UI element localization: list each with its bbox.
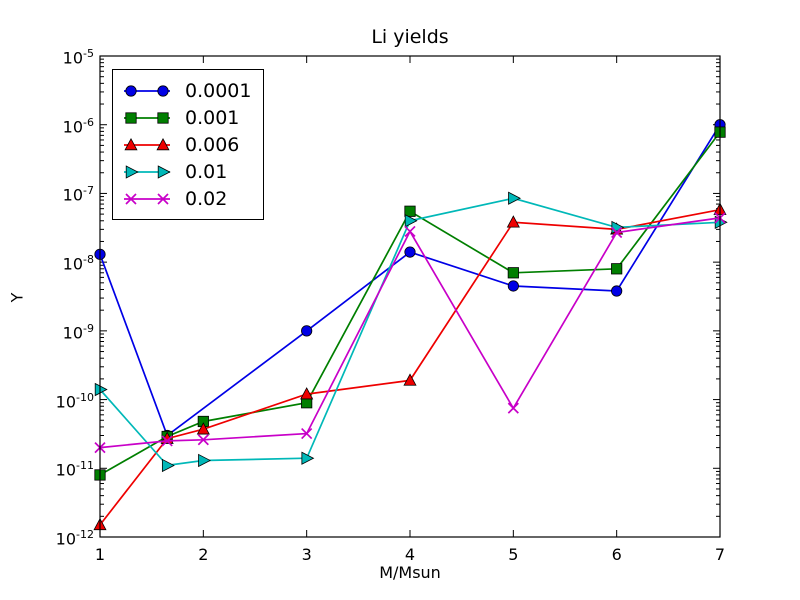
triangle-up-marker <box>300 387 314 400</box>
series-line-0.006 <box>99 208 721 526</box>
legend-entry-0.006: 0.006 <box>121 131 251 158</box>
y-tick-label: 10-12 <box>55 528 94 549</box>
legend-key-square <box>124 111 170 124</box>
legend-key-x <box>124 192 170 205</box>
series-line-0.01 <box>99 197 721 467</box>
x-tick-label: 6 <box>611 545 622 564</box>
x-marker <box>161 435 173 447</box>
y-tick-label: 10-10 <box>55 390 94 411</box>
x-tick-label: 3 <box>301 545 312 564</box>
triangle-right-marker <box>161 458 175 473</box>
y-tick-label: 10-8 <box>62 253 94 274</box>
triangle-up-marker <box>196 422 210 435</box>
x-marker <box>611 226 623 239</box>
series-line-0.001 <box>99 131 721 476</box>
legend-entry-0.02: 0.02 <box>121 185 251 212</box>
x-marker <box>404 225 416 238</box>
legend-entry-0.001: 0.001 <box>121 104 251 131</box>
y-tick-label: 10-11 <box>55 459 94 480</box>
legend: 0.0001 0.001 0.006 0.01 0.02 <box>112 69 265 220</box>
square-marker <box>157 111 169 124</box>
triangle-up-marker <box>124 137 138 150</box>
x-marker <box>125 192 137 205</box>
x-marker <box>157 192 169 205</box>
y-tick-label: 10-5 <box>62 47 94 68</box>
square-marker <box>507 267 519 279</box>
triangle-up-marker <box>156 137 170 150</box>
x-tick-label: 7 <box>714 545 726 564</box>
square-marker <box>611 263 623 275</box>
x-tick-label: 1 <box>94 545 106 564</box>
x-marker <box>507 402 519 414</box>
legend-key-triangle-right <box>124 164 171 179</box>
circle-marker <box>611 285 623 297</box>
circle-marker <box>125 84 137 97</box>
circle-marker <box>507 280 519 292</box>
triangle-right-marker <box>301 451 315 465</box>
circle-marker <box>404 246 416 258</box>
series-line-0.02 <box>99 217 721 449</box>
x-tick-label: 5 <box>508 545 519 564</box>
y-tick-label: 10-9 <box>62 321 94 343</box>
circle-marker <box>157 84 169 97</box>
triangle-up-marker <box>506 215 520 228</box>
square-marker <box>404 205 416 217</box>
x-marker <box>197 434 209 446</box>
x-tick-label: 4 <box>404 545 416 564</box>
triangle-right-marker <box>94 382 108 397</box>
legend-label: 0.0001 <box>185 79 252 102</box>
circle-marker <box>301 325 313 337</box>
triangle-right-marker <box>508 191 522 205</box>
legend-key-circle <box>124 84 170 97</box>
legend-label: 0.01 <box>185 160 228 183</box>
triangle-right-marker <box>198 453 212 468</box>
legend-label: 0.02 <box>185 187 228 210</box>
legend-key-triangle-up <box>124 137 170 150</box>
legend-label: 0.001 <box>185 106 240 129</box>
axes-frame <box>99 55 721 538</box>
x-tick-label: 2 <box>198 545 209 564</box>
x-marker <box>301 427 313 440</box>
y-tick-label: 10-6 <box>62 115 94 137</box>
triangle-up-marker <box>403 373 417 386</box>
square-marker <box>125 111 137 124</box>
legend-entry-0.0001: 0.0001 <box>121 77 251 104</box>
legend-label: 0.006 <box>185 133 240 156</box>
y-tick-label: 10-7 <box>62 184 94 205</box>
chart-title: Li yields <box>371 26 449 48</box>
triangle-right-marker <box>125 164 139 179</box>
legend-entry-0.01: 0.01 <box>121 158 251 185</box>
triangle-right-marker <box>157 164 171 179</box>
triangle-right-marker <box>404 214 418 228</box>
x-axis-label: M/Msun <box>379 563 441 582</box>
